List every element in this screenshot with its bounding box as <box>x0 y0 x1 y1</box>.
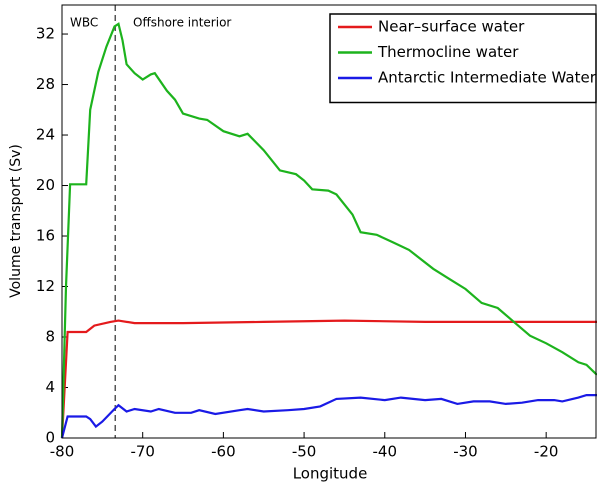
y-tick-label: 4 <box>45 378 55 396</box>
y-tick-label: 12 <box>36 277 55 295</box>
plot-frame <box>61 4 597 439</box>
legend-label: Antarctic Intermediate Water <box>378 69 597 87</box>
legend-label: Thermocline water <box>377 43 519 61</box>
series-line <box>60 319 597 439</box>
x-tick-label: -50 <box>292 443 317 461</box>
x-tick-label: -70 <box>130 443 155 461</box>
x-axis-label: Longitude <box>293 465 368 482</box>
legend-label: Near–surface water <box>378 18 525 36</box>
annotation: WBC <box>70 16 98 30</box>
x-tick-label: -20 <box>534 443 559 461</box>
x-tick-label: -30 <box>453 443 478 461</box>
y-tick-label: 16 <box>36 227 55 245</box>
series-line <box>60 22 597 439</box>
annotation: Offshore interior <box>133 16 231 30</box>
legend-box <box>329 13 597 104</box>
y-tick-label: 0 <box>45 429 55 447</box>
y-tick-label: 24 <box>36 126 55 144</box>
y-tick-label: 20 <box>36 176 55 194</box>
x-tick-label: -40 <box>373 443 398 461</box>
x-tick-label: -60 <box>211 443 236 461</box>
y-axis-label: Volume transport (Sv) <box>8 144 24 298</box>
series-line <box>60 394 597 439</box>
x-tick-label: -80 <box>50 443 75 461</box>
y-tick-label: 32 <box>36 25 55 43</box>
y-tick-label: 8 <box>45 328 55 346</box>
y-tick-label: 28 <box>36 75 55 93</box>
